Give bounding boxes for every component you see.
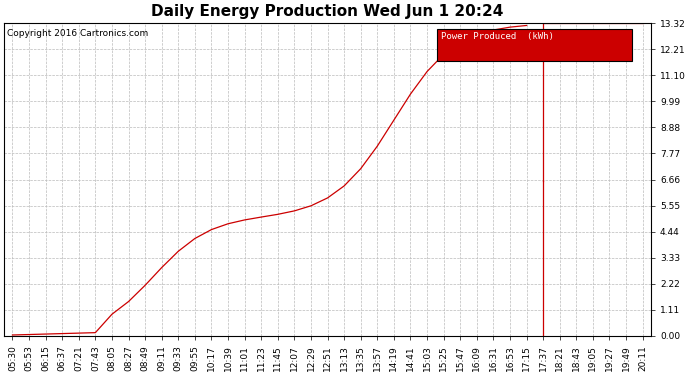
Text: Copyright 2016 Cartronics.com: Copyright 2016 Cartronics.com xyxy=(8,29,148,38)
Text: Power Produced  (kWh): Power Produced (kWh) xyxy=(441,33,553,42)
FancyBboxPatch shape xyxy=(437,29,631,61)
Title: Daily Energy Production Wed Jun 1 20:24: Daily Energy Production Wed Jun 1 20:24 xyxy=(151,4,504,19)
